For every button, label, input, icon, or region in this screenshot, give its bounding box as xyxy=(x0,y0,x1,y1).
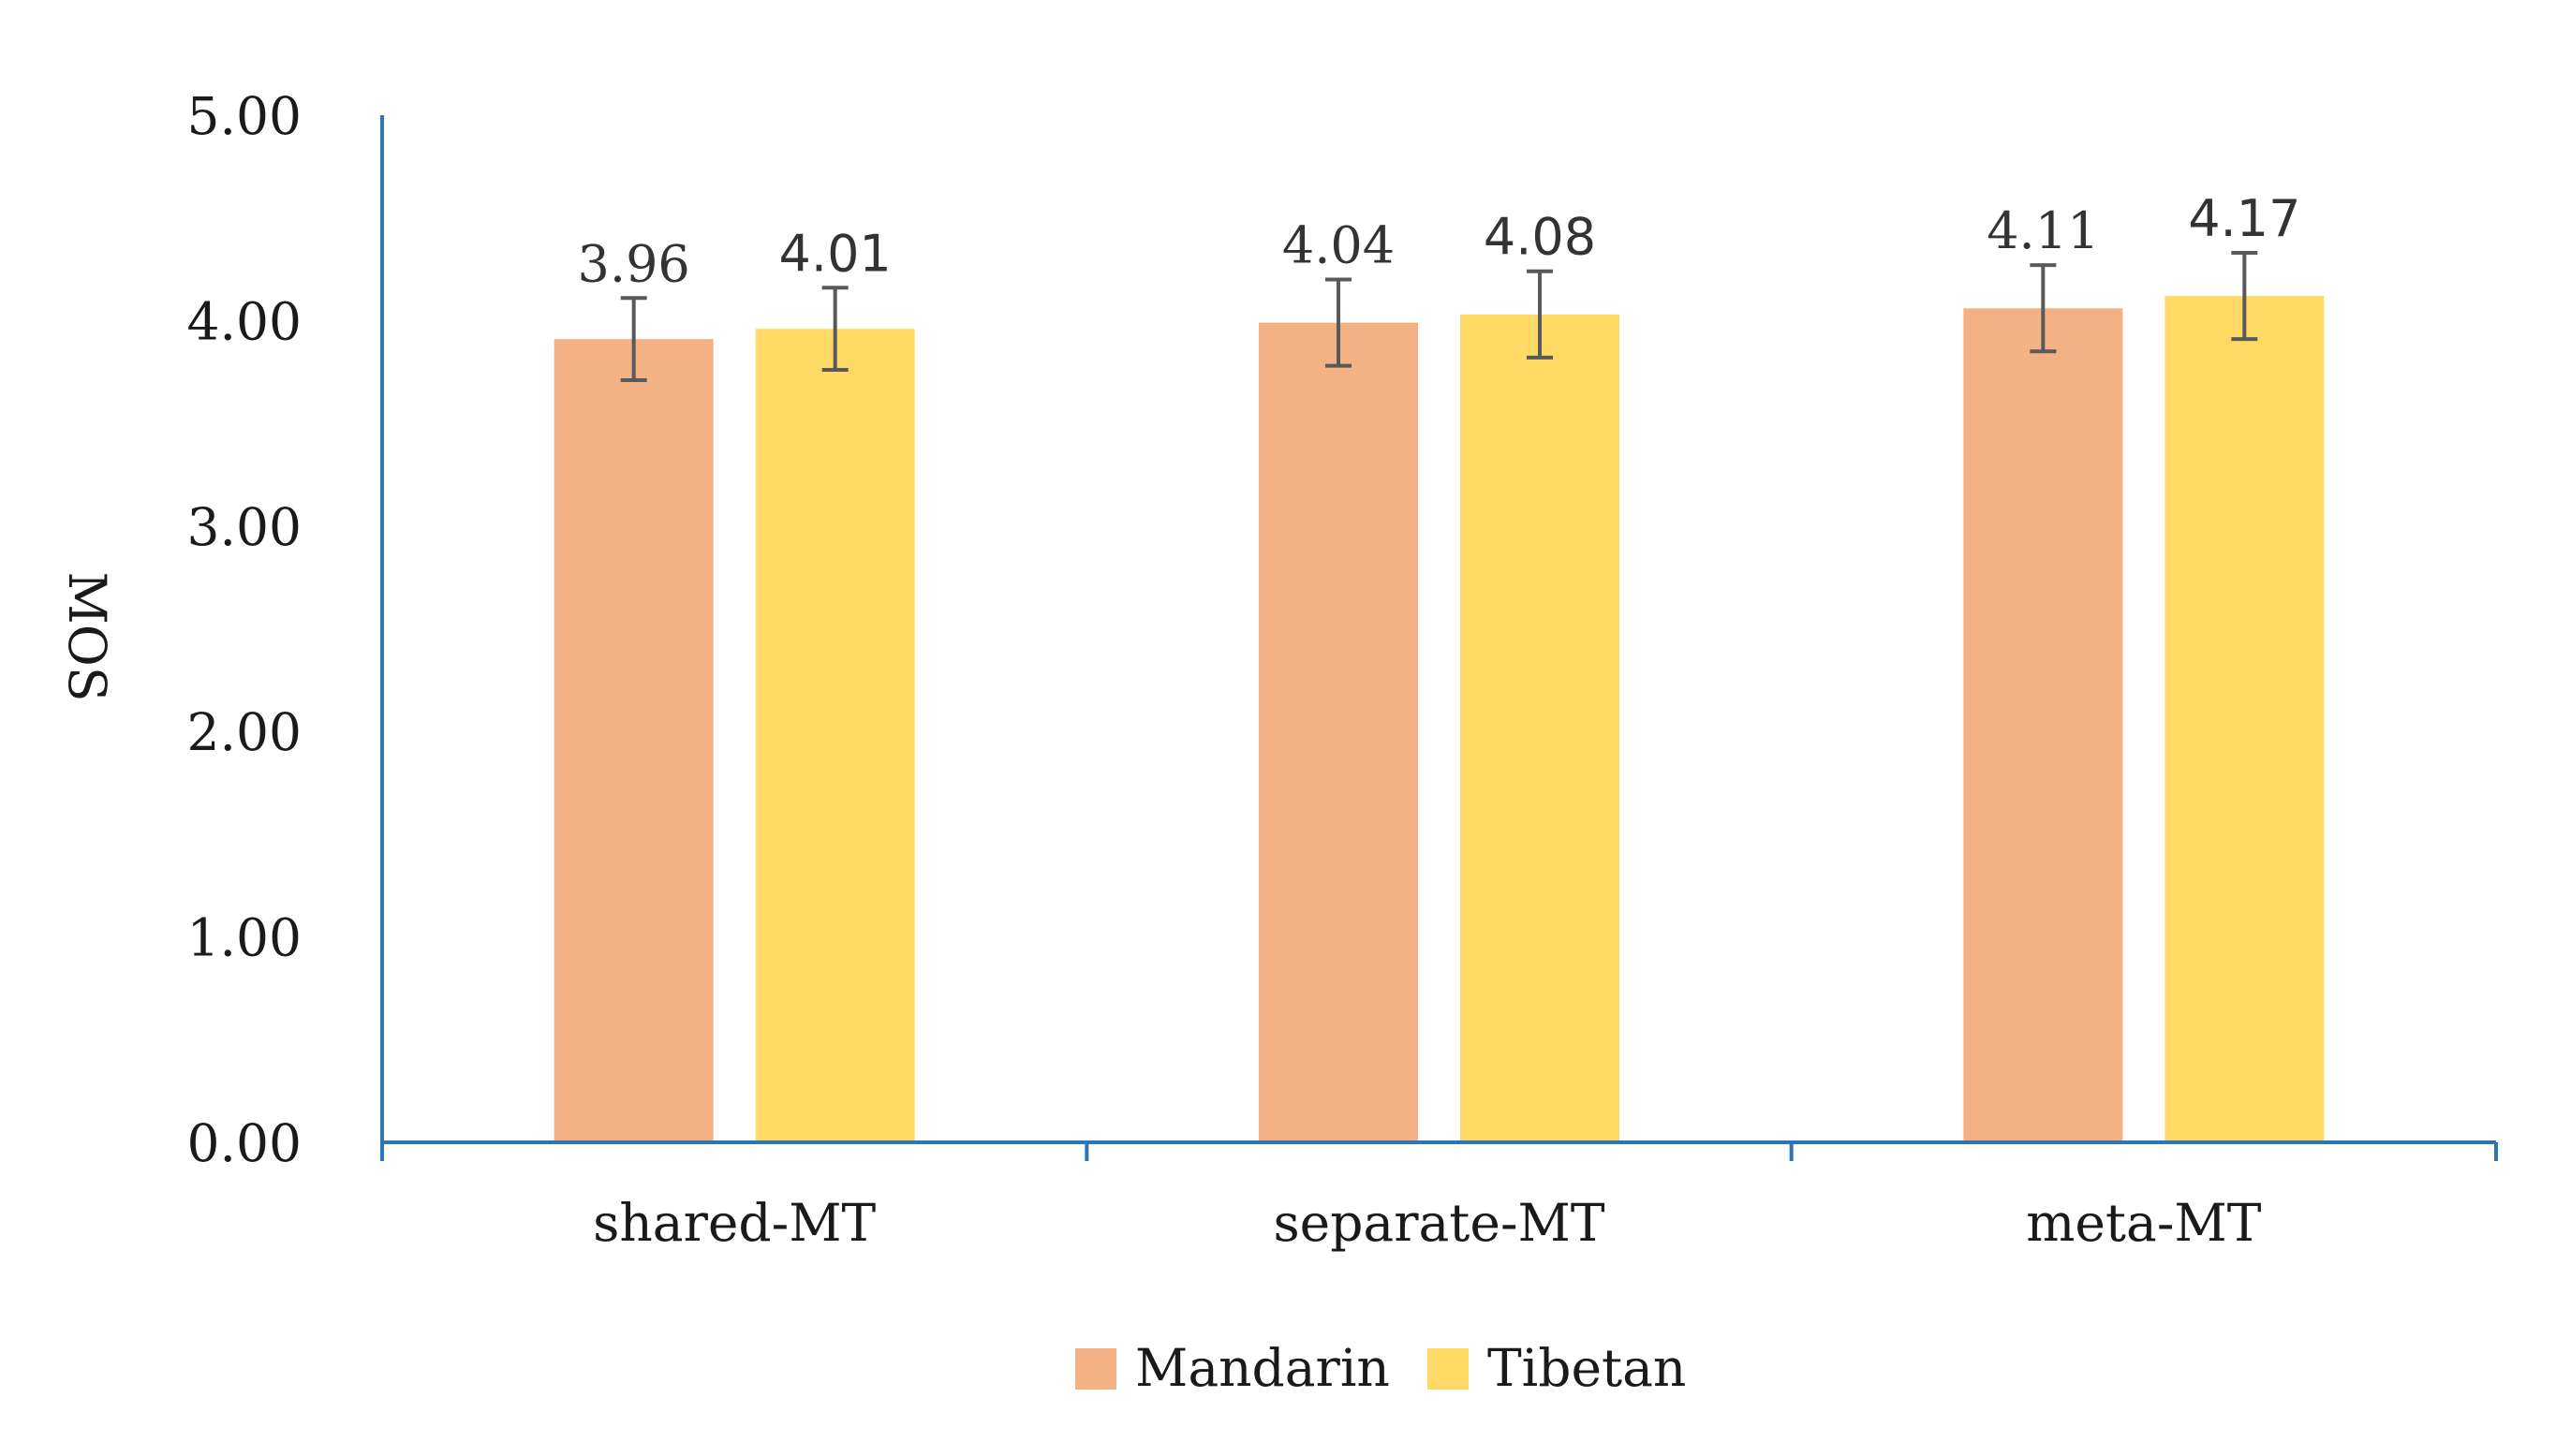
y-axis-title: MOS xyxy=(57,571,117,701)
legend-swatch xyxy=(1075,1348,1116,1390)
data-label-mandarin-meta-MT: 4.11 xyxy=(1987,201,2099,260)
bar-tibetan-shared-MT xyxy=(755,329,915,1142)
data-label-mandarin-shared-MT: 3.96 xyxy=(578,234,690,293)
y-tick-label: 5.00 xyxy=(187,86,302,146)
error-bar-tibetan-shared-MT xyxy=(821,286,849,373)
y-axis-label: MOS xyxy=(57,571,117,701)
y-tick-label: 2.00 xyxy=(187,702,302,762)
y-tick-label: 4.00 xyxy=(187,291,302,351)
x-category-shared-MT: shared-MT xyxy=(593,1193,876,1253)
error-bar-mandarin-shared-MT xyxy=(620,296,647,383)
data-label-mandarin-separate-MT: 4.04 xyxy=(1282,216,1395,275)
bar-tibetan-separate-MT xyxy=(1460,314,1619,1142)
legend: Mandarin Tibetan xyxy=(1075,1338,1686,1398)
bar-mandarin-meta-MT xyxy=(1963,308,2123,1143)
error-bar-mandarin-meta-MT xyxy=(2030,263,2057,354)
legend-item-mandarin: Mandarin xyxy=(1075,1338,1390,1398)
y-tick-label: 0.00 xyxy=(187,1113,302,1173)
legend-label: Mandarin xyxy=(1135,1338,1390,1398)
error-bar-tibetan-separate-MT xyxy=(1527,269,1553,360)
error-bars-group xyxy=(620,250,2258,383)
x-category-meta-MT: meta-MT xyxy=(2026,1193,2261,1253)
data-label-tibetan-shared-MT: 4.01 xyxy=(779,224,892,283)
x-category-separate-MT: separate-MT xyxy=(1273,1193,1604,1253)
data-labels: 3.96 4.01 4.04 4.08 4.11 4.17 xyxy=(578,189,2301,293)
axes-group xyxy=(380,115,2498,1161)
data-label-tibetan-meta-MT: 4.17 xyxy=(2188,189,2300,248)
bar-mandarin-separate-MT xyxy=(1259,322,1418,1142)
error-bar-mandarin-separate-MT xyxy=(1325,277,1352,368)
x-category-labels: shared-MT separate-MT meta-MT xyxy=(593,1193,2262,1253)
legend-swatch xyxy=(1427,1348,1469,1390)
bars-group xyxy=(554,296,2325,1143)
legend-label: Tibetan xyxy=(1487,1338,1686,1398)
bar-mandarin-shared-MT xyxy=(554,339,714,1142)
bar-tibetan-meta-MT xyxy=(2164,296,2325,1142)
legend-item-tibetan: Tibetan xyxy=(1427,1338,1686,1398)
y-tick-label: 3.00 xyxy=(187,497,302,557)
y-tick-label: 1.00 xyxy=(187,908,302,968)
error-bar-tibetan-meta-MT xyxy=(2231,250,2258,342)
data-label-tibetan-separate-MT: 4.08 xyxy=(1484,208,1596,267)
y-tick-labels: 0.00 1.00 2.00 3.00 4.00 5.00 xyxy=(187,86,302,1173)
